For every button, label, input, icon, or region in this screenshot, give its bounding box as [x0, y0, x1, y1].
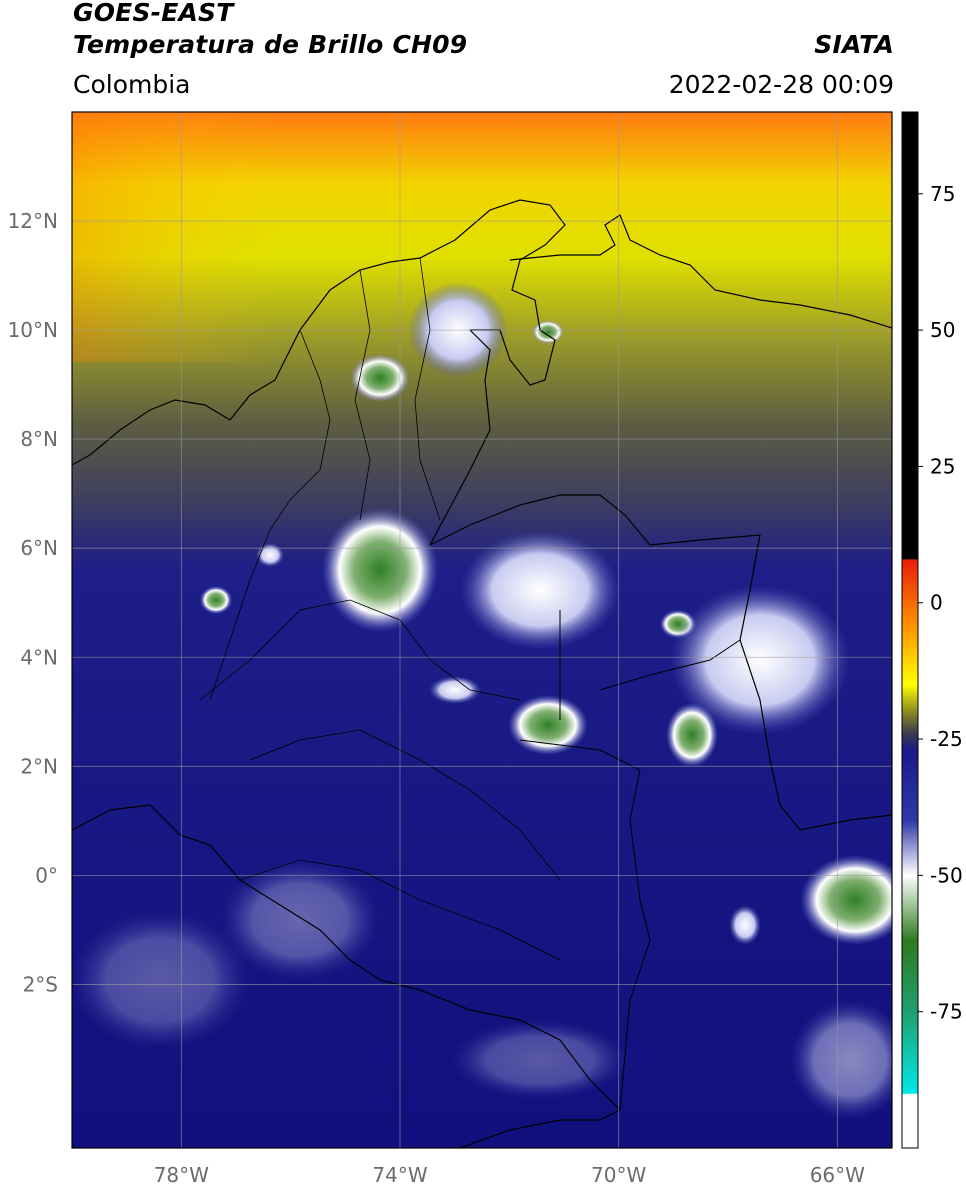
lat-tick-label: 8°N [20, 427, 58, 451]
cloud-cell [666, 703, 718, 767]
country-border [429, 494, 781, 806]
cloud-cell [460, 530, 620, 650]
coastline [72, 199, 566, 466]
lat-tick-label: 12°N [8, 209, 58, 233]
colorbar-tick-label: 25 [930, 454, 955, 478]
cloud-cell [729, 905, 761, 945]
latitude-ticks: 12°N 10°N 8°N 6°N 4°N 2°N 0° 2°S [8, 209, 58, 996]
department-border [209, 257, 441, 701]
cloud-cell [256, 543, 284, 567]
colorbar-tick-label: 50 [930, 318, 955, 342]
department-border [519, 639, 741, 1111]
colorbar-tick-label: -75 [930, 1000, 963, 1024]
colorbar [901, 111, 919, 1149]
map-frame [71, 111, 893, 1149]
cloud-haze [790, 1000, 892, 1120]
product-title: Temperatura de Brillo CH09 [73, 30, 468, 59]
cloud-haze [450, 1020, 630, 1100]
lon-tick-label: 66°W [810, 1163, 865, 1187]
longitude-ticks: 78°W 74°W 70°W 66°W [154, 1163, 865, 1187]
country-border [429, 329, 491, 546]
lon-tick-label: 78°W [154, 1163, 209, 1187]
department-border [199, 599, 561, 961]
satellite-title: GOES-EAST [73, 0, 234, 27]
lat-tick-label: 2°S [23, 972, 58, 996]
timestamp-label: 2022-02-28 00:09 [668, 70, 894, 99]
lon-tick-label: 74°W [372, 1163, 427, 1187]
colorbar-tick-label: -25 [930, 727, 963, 751]
coastline [509, 214, 892, 329]
lon-tick-label: 70°W [591, 1163, 646, 1187]
cloud-cell [322, 508, 438, 632]
cloud-haze [72, 910, 250, 1050]
lat-tick-label: 2°N [20, 754, 58, 778]
lat-tick-label: 4°N [20, 645, 58, 669]
colorbar-tick-label: 75 [930, 182, 955, 206]
cloud-cell [670, 585, 850, 735]
cloud-cell [532, 320, 564, 344]
lat-tick-label: 6°N [20, 536, 58, 560]
cloud-cell [350, 354, 410, 402]
cloud-cell [200, 586, 232, 614]
colorbar-tick-label: -50 [930, 863, 963, 887]
graticule [72, 112, 892, 1148]
lat-tick-label: 0° [35, 863, 58, 887]
cloud-cell [508, 695, 588, 755]
cloud-cell [800, 855, 892, 945]
colorbar-ticks: 75 50 25 0 -25 -50 -75 [918, 182, 963, 1024]
agency-label: SIATA [814, 30, 894, 59]
lat-tick-label: 10°N [8, 318, 58, 342]
country-border [779, 804, 892, 831]
colorbar-tick-label: 0 [930, 591, 943, 615]
region-label: Colombia [73, 70, 191, 99]
cloud-cell [429, 676, 481, 704]
